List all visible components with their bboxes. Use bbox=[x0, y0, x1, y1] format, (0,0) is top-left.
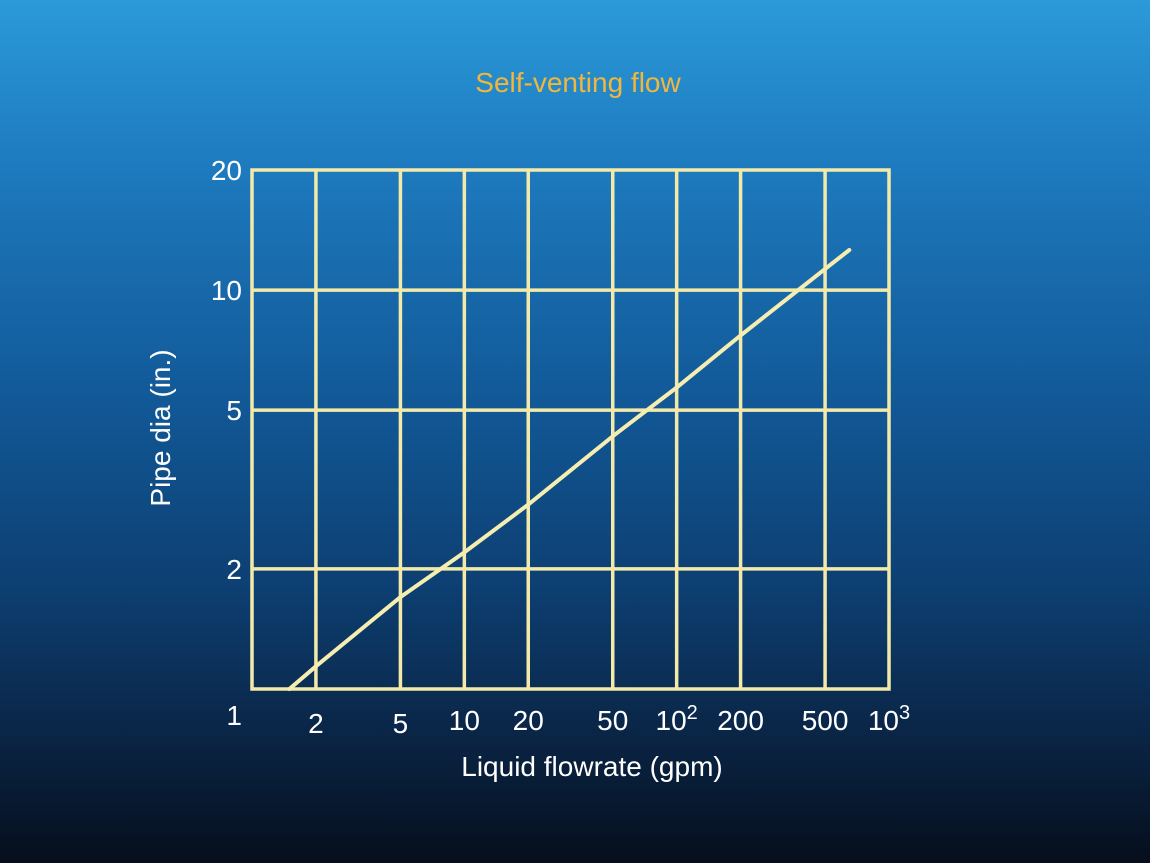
chart-title: Self-venting flow bbox=[475, 67, 681, 98]
y-axis-label: Pipe dia (in.) bbox=[145, 349, 176, 506]
y-tick-label: 10 bbox=[211, 275, 242, 306]
y-tick-label: 20 bbox=[211, 155, 242, 186]
x-tick-label: 50 bbox=[597, 705, 628, 736]
series-layer bbox=[287, 248, 852, 691]
y-tick-label: 2 bbox=[226, 554, 242, 585]
plot-frame bbox=[250, 168, 891, 691]
x-tick-label: 103 bbox=[868, 702, 910, 736]
x-tick-label: 5 bbox=[393, 708, 409, 739]
x-tick-label: 102 bbox=[656, 702, 698, 736]
y-tick-labels: 1 2 5 10 20 bbox=[211, 155, 242, 731]
x-tick-labels: 2 5 10 20 50 102 200 500 103 bbox=[308, 702, 910, 739]
y-tick-label: 5 bbox=[226, 395, 242, 426]
series-line bbox=[287, 248, 852, 691]
x-tick-label: 10 bbox=[449, 705, 480, 736]
x-tick-label: 2 bbox=[308, 708, 324, 739]
x-axis-label: Liquid flowrate (gpm) bbox=[461, 751, 722, 782]
x-tick-label: 200 bbox=[717, 705, 764, 736]
grid bbox=[252, 170, 889, 689]
y-tick-label: 1 bbox=[226, 700, 242, 731]
x-tick-label: 500 bbox=[802, 705, 849, 736]
x-tick-label: 20 bbox=[513, 705, 544, 736]
